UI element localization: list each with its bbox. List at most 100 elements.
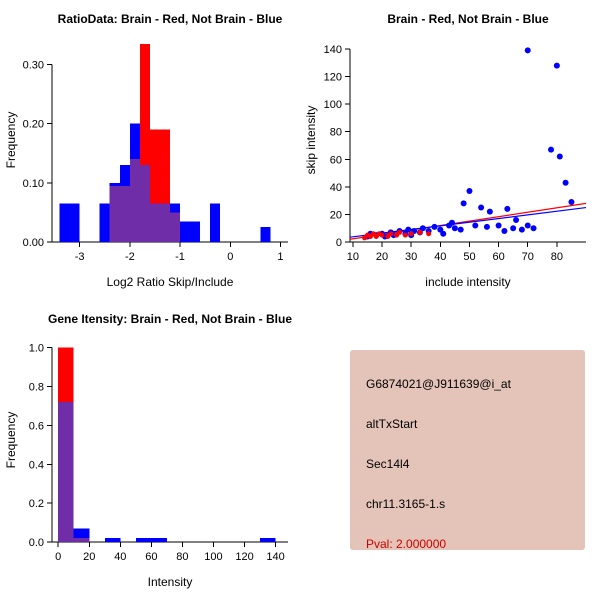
x-tick-label: 30 [405,251,417,263]
hist-bar-not-brain [99,203,110,242]
point-not-brain [501,227,508,234]
point-not-brain [448,219,455,226]
y-tick-label: 0.30 [23,60,44,72]
panel-gene-intensity-histogram: 0 20 40 60 80 100 120 140 0.0 0.2 0.4 0.6 0.8 1.0 Gene… [0,300,300,600]
point-not-brain [405,226,412,233]
hist-bar-brain [139,43,150,243]
point-not-brain [495,222,502,229]
hist-bar-not-brain [151,538,167,542]
point-not-brain [483,223,490,230]
hist-bar-overlap [73,538,90,542]
hist-bar-not-brain [69,203,80,242]
x-tick-label: 0 [227,251,233,263]
hist-bar-not-brain [135,538,152,542]
hist-bar-not-brain [210,203,221,242]
point-not-brain [524,47,531,54]
x-tick-label: 10 [347,251,359,263]
point-not-brain [440,230,447,237]
y-tick-label: 0 [336,237,342,249]
x-tick-label: 100 [204,551,222,563]
hist-bar-not-brain [190,221,201,242]
hist-bar-overlap [109,185,120,242]
hist-bar-not-brain [104,538,121,542]
x-tick-label: 140 [266,551,284,563]
y-tick-label: 0.00 [23,237,44,249]
info-box: G6874021@J911639@i_at altTxStart Sec14l4… [350,350,585,551]
hist-bar-overlap [129,159,140,242]
y-tick-label: 1.0 [29,343,44,355]
x-tick-label: 1 [277,251,283,263]
event-type-text: altTxStart [366,417,418,431]
y-axis-label: Frequency [4,412,18,469]
x-axis-label: Log2 Ratio Skip/Include [107,275,234,289]
hist-bar-overlap [139,165,150,242]
panel-info: G6874021@J911639@i_at altTxStart Sec14l4… [300,300,600,600]
hist-bar-overlap [149,203,160,242]
point-not-brain [510,225,517,232]
y-tick-label: 0.20 [23,119,44,131]
y-tick-label: 100 [324,99,342,111]
y-axis-label: skip intensity [304,106,318,175]
x-tick-label: 40 [434,251,446,263]
y-tick-label: 0.4 [29,459,44,471]
x-tick-label: 60 [145,551,157,563]
fit-line-not-brain-fit [349,206,587,238]
ratio-histogram-chart: -3 -2 -1 0 1 0.00 0.10 0.20 0.30 RatioData: Brain… [4,12,288,289]
point-brain [408,231,414,237]
locus-text: chr11.3165-1.s [366,497,446,511]
point-not-brain [548,146,555,153]
panel-ratio-histogram: -3 -2 -1 0 1 0.00 0.10 0.20 0.30 RatioData: Brain… [0,0,300,300]
y-tick-label: 0.10 [23,178,44,190]
point-brain [379,232,385,238]
chart-title: RatioData: Brain - Red, Not Brain - Blue [58,12,283,26]
pval-text: Pval: 2.000000 [366,537,447,551]
point-brain [397,229,403,235]
point-not-brain [562,179,569,186]
y-tick-label: 0.8 [29,382,44,394]
point-not-brain [472,222,479,229]
x-tick-label: 0 [55,551,61,563]
point-not-brain [431,223,438,230]
point-not-brain [419,225,426,232]
hist-bar-overlap [119,185,130,242]
x-tick-label: -2 [125,251,135,263]
x-tick-label: 40 [114,551,126,563]
x-tick-label: 120 [235,551,253,563]
point-not-brain [457,226,464,233]
point-not-brain [556,153,563,160]
chart-title: Brain - Red, Not Brain - Blue [387,12,549,26]
panel-intensity-scatter: 10 20 30 40 50 60 70 80 0 20 40 60 80 100 120 140 Brain … [300,0,600,300]
point-not-brain [518,226,525,233]
x-tick-label: -3 [75,251,85,263]
hist-bar-overlap [170,212,181,242]
y-tick-label: 0.6 [29,420,44,432]
x-tick-label: 80 [176,551,188,563]
point-not-brain [524,222,531,229]
point-not-brain [504,205,511,212]
x-tick-label: 50 [463,251,475,263]
point-not-brain [553,62,560,69]
gene-name-text: Sec14l4 [366,457,410,471]
y-axis-label: Frequency [4,112,18,169]
gene-intensity-histogram-chart: 0 20 40 60 80 100 120 140 0.0 0.2 0.4 0.6 0.8 1.0 Gene… [4,312,292,589]
point-not-brain [530,225,537,232]
y-tick-label: 80 [330,127,342,139]
point-not-brain [568,199,575,206]
y-tick-label: 120 [324,72,342,84]
hist-bar-overlap [159,203,170,242]
point-not-brain [460,200,467,207]
point-not-brain [451,225,458,232]
x-tick-label: 20 [83,551,95,563]
hist-bar-brain [149,129,160,242]
hist-bar-not-brain [260,227,271,242]
x-tick-label: 70 [522,251,534,263]
point-brain [417,229,423,235]
intensity-scatter-chart: 10 20 30 40 50 60 70 80 0 20 40 60 80 100 120 140 Brain … [304,12,587,289]
x-tick-label: 80 [551,251,563,263]
hist-bar-not-brain [260,538,276,542]
y-tick-label: 0.2 [29,498,44,510]
point-not-brain [486,208,493,215]
point-brain [426,231,432,237]
x-tick-label: 60 [492,251,504,263]
